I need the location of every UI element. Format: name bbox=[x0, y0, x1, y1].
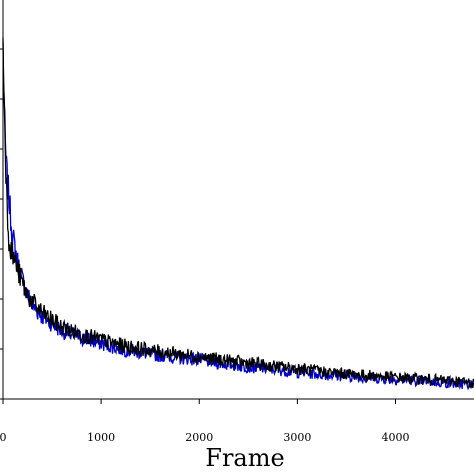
x-ticks: 0 1000 2000 3000 4000 bbox=[0, 399, 410, 444]
x-tick-label: 1000 bbox=[87, 431, 115, 444]
x-tick-label: 4000 bbox=[382, 431, 410, 444]
x-tick-label: 3000 bbox=[283, 431, 311, 444]
series-line-2 bbox=[2, 37, 474, 389]
x-tick-label: 2000 bbox=[185, 431, 213, 444]
y-ticks bbox=[0, 48, 3, 400]
series-line-1 bbox=[2, 42, 474, 391]
x-axis-title: Frame bbox=[205, 444, 284, 472]
x-tick-label: 0 bbox=[0, 431, 7, 444]
